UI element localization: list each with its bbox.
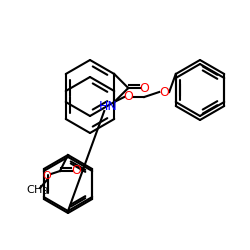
Text: CH$_3$: CH$_3$ (26, 183, 48, 197)
Text: O: O (123, 90, 133, 104)
Text: O: O (42, 171, 51, 181)
Text: O: O (159, 86, 169, 98)
Text: O: O (71, 164, 81, 177)
Text: O: O (139, 82, 149, 94)
Text: HN: HN (99, 100, 117, 112)
